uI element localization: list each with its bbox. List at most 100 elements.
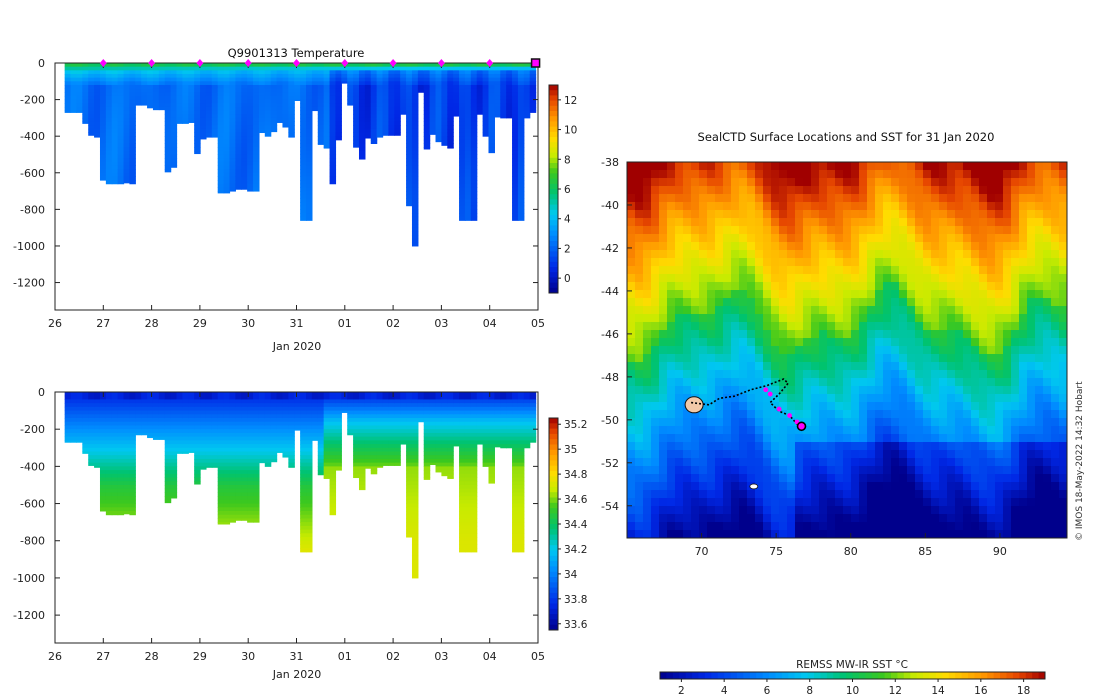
temperature-panel: Q9901313 Temperature 26 27 28 29 30 31 01 02 03 0…: [13, 46, 577, 353]
section-cell: [105, 103, 113, 108]
section-cell: [411, 574, 419, 579]
section-cell: [376, 70, 384, 75]
sst-cell: [699, 210, 708, 219]
sst-cell: [1003, 210, 1012, 219]
section-cell: [447, 114, 454, 119]
section-cell: [205, 114, 213, 119]
sst-cell: [667, 258, 676, 267]
section-cell: [364, 458, 372, 464]
sst-cell: [971, 258, 980, 267]
sst-cell: [979, 226, 988, 235]
section-cell: [229, 150, 236, 155]
section-cell: [147, 403, 154, 408]
section-cell: [382, 121, 390, 126]
section-cell: [464, 125, 472, 130]
section-cell: [235, 403, 242, 408]
sst-cell: [883, 202, 892, 211]
section-cell: [512, 392, 519, 397]
section-cell: [253, 95, 260, 101]
section-cell: [317, 395, 325, 400]
section-cell: [488, 481, 495, 484]
section-cell: [512, 481, 519, 486]
sst-cell: [867, 226, 876, 235]
section-cell: [423, 84, 431, 90]
section-cell: [223, 488, 231, 493]
section-cell: [394, 114, 401, 119]
sst-cell: [899, 258, 908, 267]
section-cell: [276, 81, 284, 86]
section-cell: [488, 117, 495, 123]
section-cell: [435, 406, 442, 412]
section-cell: [341, 410, 348, 413]
section-cell: [364, 410, 372, 415]
section-cell: [300, 507, 307, 512]
section-cell: [476, 77, 484, 82]
section-cell: [229, 458, 236, 464]
section-cell: [111, 125, 119, 130]
section-cell: [164, 436, 172, 441]
section-cell: [123, 110, 131, 115]
section-cell: [323, 429, 331, 434]
section-cell: [411, 436, 419, 441]
section-cell: [300, 488, 307, 493]
section-cell: [435, 418, 442, 423]
section-cell: [123, 66, 131, 71]
section-cell: [300, 425, 307, 430]
section-cell: [400, 84, 407, 90]
section-cell: [512, 117, 519, 123]
section-cell: [123, 481, 131, 486]
section-cell: [129, 414, 136, 419]
section-cell: [453, 106, 460, 112]
section-cell: [135, 73, 142, 79]
section-cell: [129, 92, 136, 97]
section-cell: [300, 492, 307, 497]
section-cell: [276, 63, 284, 68]
section-cell: [417, 414, 425, 419]
section-cell: [411, 169, 419, 174]
sst-cell: [923, 202, 932, 211]
section-cell: [217, 444, 225, 449]
section-cell: [317, 125, 325, 130]
section-cell: [164, 161, 172, 166]
sst-cell: [955, 290, 964, 299]
sst-cell: [939, 242, 948, 251]
section-cell: [470, 466, 478, 471]
section-cell: [111, 99, 119, 104]
sst-cell: [859, 170, 868, 179]
section-cell: [105, 176, 113, 181]
section-cell: [488, 473, 495, 479]
surface-marker: [389, 59, 397, 67]
sst-cell: [819, 194, 828, 203]
sst-cell: [763, 226, 772, 235]
section-cell: [129, 499, 136, 505]
section-cell: [476, 429, 484, 434]
section-cell: [488, 410, 495, 415]
section-cell: [170, 117, 178, 123]
section-cell: [529, 403, 537, 408]
section-cell: [123, 395, 131, 400]
section-cell: [164, 110, 172, 115]
section-cell: [235, 477, 242, 482]
section-cell: [476, 432, 484, 438]
section-cell: [111, 447, 119, 452]
section-cell: [105, 414, 113, 419]
section-cell: [164, 410, 172, 415]
section-cell: [270, 73, 278, 79]
section-cell: [517, 139, 525, 144]
section-cell: [335, 66, 342, 71]
section-cell: [288, 114, 295, 119]
section-cell: [205, 399, 213, 404]
section-cell: [329, 470, 337, 475]
section-cell: [411, 533, 419, 538]
section-cell: [411, 234, 419, 240]
section-cell: [400, 110, 407, 115]
section-cell: [306, 117, 313, 123]
section-cell: [517, 432, 525, 438]
section-cell: [152, 99, 160, 104]
section-cell: [88, 399, 95, 404]
sst-cell: [827, 266, 836, 275]
section-cell: [235, 440, 242, 445]
sst-cell: [747, 290, 756, 299]
section-cell: [211, 125, 219, 130]
section-cell: [335, 114, 342, 119]
